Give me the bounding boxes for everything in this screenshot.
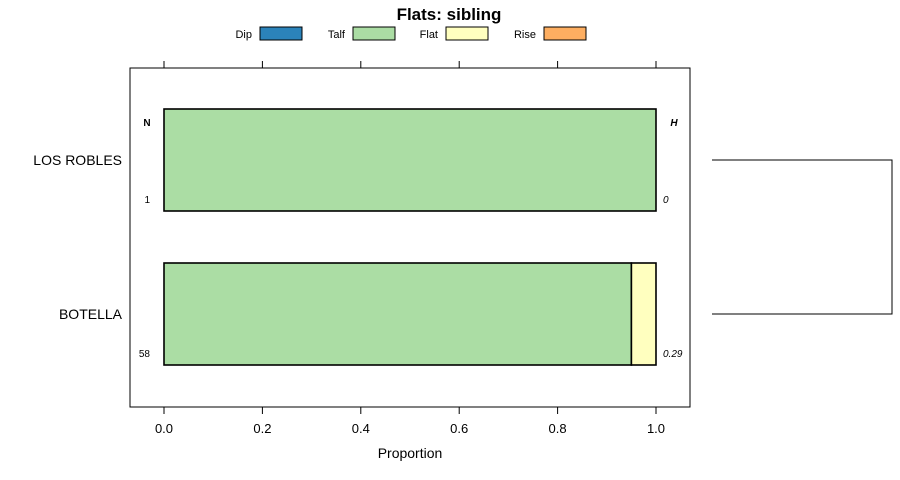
chart-title: Flats: sibling	[397, 5, 502, 24]
dendrogram-branch	[712, 159, 893, 315]
h-header: H	[670, 118, 678, 129]
legend-swatch	[259, 26, 303, 41]
plot-frame	[129, 67, 691, 408]
bar-segment	[163, 108, 657, 212]
legend-label: Flat	[420, 29, 438, 41]
legend-swatch	[445, 26, 489, 41]
h-value: 0.29	[663, 349, 683, 360]
legend-label: Dip	[235, 29, 252, 41]
x-axis: 0.0 0.2 0.4 0.6 0.8 1.0	[155, 61, 665, 436]
category-label: LOS ROBLES	[33, 152, 122, 168]
x-tick-label: 1.0	[647, 421, 665, 436]
legend-swatch	[352, 26, 396, 41]
dendrogram	[712, 159, 893, 315]
legend-label: Talf	[328, 29, 346, 41]
n-value: 58	[139, 349, 151, 360]
n-header: N	[143, 118, 150, 129]
legend-swatch	[543, 26, 587, 41]
category-label: BOTELLA	[59, 306, 123, 322]
x-tick-label: 0.0	[155, 421, 173, 436]
bar-segment	[630, 262, 657, 366]
h-value: 0	[663, 195, 669, 206]
x-tick-label: 0.8	[549, 421, 567, 436]
annotations-group: N H 1 58 0 0.29	[139, 118, 683, 360]
legend: Dip Talf Flat Rise	[235, 26, 587, 41]
bar-segment	[163, 262, 633, 366]
n-value: 1	[144, 195, 150, 206]
bars-group: LOS ROBLES BOTELLA	[33, 108, 657, 366]
x-tick-label: 0.6	[450, 421, 468, 436]
x-tick-label: 0.4	[352, 421, 370, 436]
x-axis-label: Proportion	[378, 445, 443, 461]
x-tick-label: 0.2	[253, 421, 271, 436]
legend-label: Rise	[514, 29, 536, 41]
